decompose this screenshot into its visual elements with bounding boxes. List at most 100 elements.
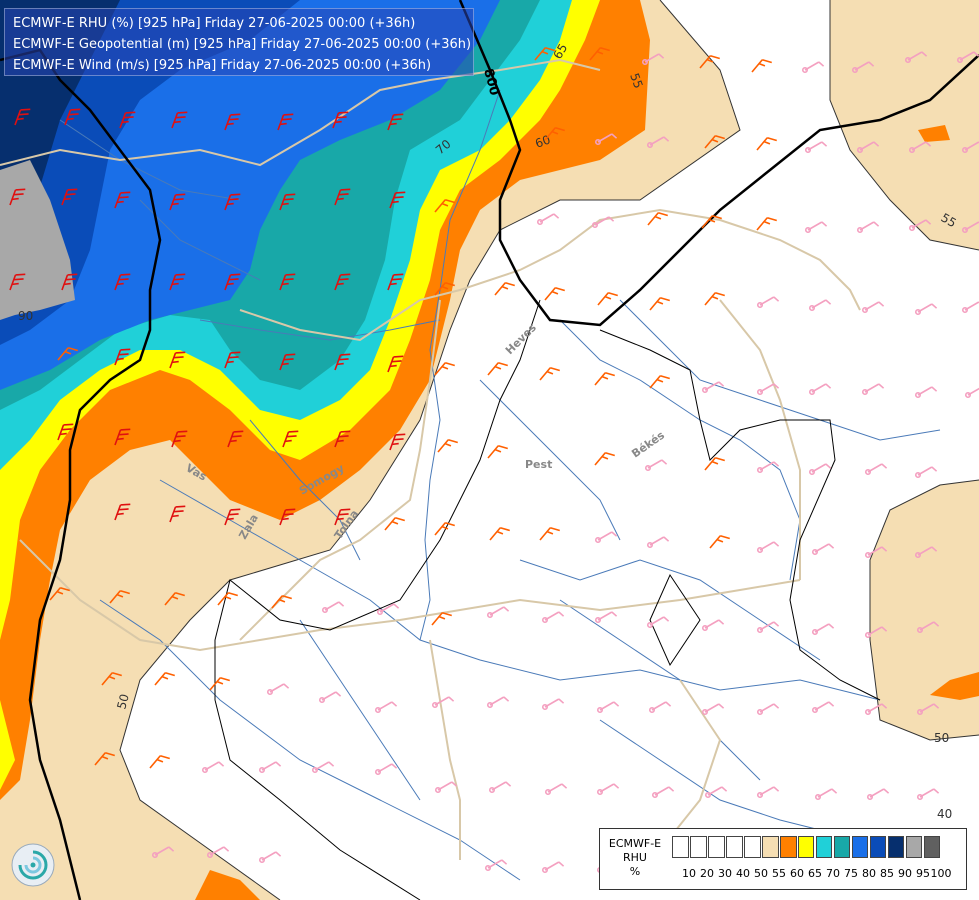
wind-barb [864, 546, 888, 559]
wind-barb [539, 526, 560, 541]
wind-barb [594, 451, 615, 466]
wind-barb [376, 603, 400, 616]
legend-tick-85: 85 [880, 867, 894, 880]
wind-barb [646, 536, 670, 549]
wind-barb [804, 141, 828, 154]
wind-barb [814, 788, 838, 801]
wind-barb [908, 141, 932, 154]
legend-swatch-75 [833, 836, 851, 858]
wind-barb [594, 371, 615, 386]
wind-barb [387, 113, 404, 131]
wind-barb [647, 211, 668, 226]
wind-barb [209, 676, 230, 691]
wind-barb [961, 221, 979, 234]
wind-barb [279, 273, 296, 291]
legend-tick-80: 80 [862, 867, 876, 880]
wind-barb [704, 786, 728, 799]
wind-barb [914, 386, 938, 399]
legend-swatch-10 [672, 836, 689, 858]
wind-barb [334, 508, 351, 526]
legend-title-unit: % [629, 865, 641, 878]
wind-barb [311, 761, 335, 774]
wind-barb [437, 438, 458, 453]
legend-tick-30: 30 [718, 867, 732, 880]
wind-barb [641, 53, 665, 66]
wind-barb [488, 781, 512, 794]
wind-barb [808, 299, 832, 312]
wind-barb [119, 111, 136, 129]
wind-barb [387, 273, 404, 291]
wind-barb [756, 786, 780, 799]
wind-barb [544, 286, 565, 301]
wind-barb [434, 281, 455, 296]
legend-swatch-65 [797, 836, 815, 858]
wind-barb [94, 751, 115, 766]
legend-swatch-85 [869, 836, 887, 858]
wind-barb [374, 763, 398, 776]
legend-tick-labels: 10 20 30 40 50 55 60 65 70 75 80 85 90 95 100 [672, 867, 968, 881]
wind-barb [9, 188, 26, 206]
contour-label-90: 90 [18, 309, 33, 323]
wind-barb [224, 113, 241, 131]
legend-swatch-100 [923, 836, 941, 858]
wind-barb [801, 61, 825, 74]
contour-label-55-north: 55 [627, 71, 645, 90]
wind-barb [57, 423, 74, 441]
wind-barb [224, 193, 241, 211]
wind-barb [751, 58, 772, 73]
wind-barb [389, 191, 406, 209]
wind-barb [149, 754, 170, 769]
wind-barb [648, 701, 672, 714]
wind-barb [109, 589, 130, 604]
wind-barb [169, 193, 186, 211]
rhu-band-60-south [195, 870, 260, 900]
legend-tick-50: 50 [754, 867, 768, 880]
wind-barb [434, 521, 455, 536]
wind-barb [756, 703, 780, 716]
wind-barb [701, 619, 725, 632]
wind-barb [384, 516, 405, 531]
wind-barb [171, 430, 188, 448]
wind-barb [61, 273, 78, 291]
wind-barb [487, 444, 508, 459]
wind-barb [861, 301, 885, 314]
contour-label-40: 40 [937, 807, 952, 821]
wind-barb [434, 361, 455, 376]
wind-barb [594, 531, 618, 544]
legend-swatch-20 [689, 836, 707, 858]
wind-barb [811, 701, 835, 714]
wind-barb [169, 505, 186, 523]
wind-barb [644, 459, 668, 472]
wind-barb [808, 463, 832, 476]
wind-barb [701, 214, 722, 229]
wind-barb [866, 788, 890, 801]
legend-swatch-80 [851, 836, 869, 858]
wind-barb [277, 113, 294, 131]
wind-barb [651, 786, 675, 799]
wind-barb [756, 461, 780, 474]
wind-barb [114, 191, 131, 209]
wind-barb [864, 463, 888, 476]
ecmwf-logo-icon [10, 842, 56, 888]
wind-barb [961, 141, 979, 154]
wind-barb [544, 783, 568, 796]
wind-barb [431, 696, 455, 709]
wind-barb [756, 296, 780, 309]
legend-title-source: ECMWF-E [608, 837, 662, 850]
wind-barb-layer [9, 46, 979, 874]
wind-barb [589, 46, 610, 61]
wind-barb [486, 606, 510, 619]
wind-barb [646, 616, 670, 629]
wind-barb [594, 133, 618, 146]
admin-lines [214, 299, 881, 900]
wind-barb [271, 594, 292, 609]
legend-swatch-60 [779, 836, 797, 858]
wind-barb [434, 781, 458, 794]
legend-swatch-50 [743, 836, 761, 858]
legend-swatch-30 [707, 836, 725, 858]
contour-label-group: 65 55 70 60 55 50 50 40 90 800 [18, 41, 959, 821]
isohypse-label-800: 800 [480, 67, 502, 97]
wind-barb [434, 198, 455, 213]
wind-barb [916, 621, 940, 634]
